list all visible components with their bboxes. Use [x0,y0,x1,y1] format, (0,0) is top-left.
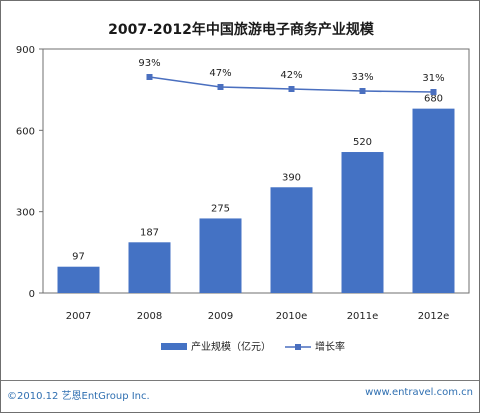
bar-value-label: 97 [72,252,85,263]
growth-value-label: 31% [422,73,444,84]
x-tick-label: 2009 [208,311,233,322]
plot-area [42,48,470,294]
y-tick-label: 0 [29,289,35,300]
legend-line-marker [295,344,301,350]
bar [128,242,171,293]
bar [412,108,455,294]
growth-value-label: 47% [209,68,231,79]
legend-bar-swatch [161,343,187,350]
growth-point [146,74,153,80]
growth-value-label: 33% [351,72,373,83]
footer-divider [1,380,479,381]
bar-value-label: 680 [424,94,443,105]
x-tick-label: 2012e [418,311,450,322]
y-tick-label: 300 [16,208,35,219]
x-tick-label: 2007 [66,311,91,322]
bar-value-label: 275 [211,203,230,214]
growth-value-label: 93% [138,58,160,69]
y-tick-label: 900 [16,45,35,56]
bar [270,187,313,293]
chart: 2007-2012年中国旅游电子商务产业规模 0 300 600 900 2007 200… [16,21,470,353]
legend-bar-label: 产业规模（亿元） [191,340,271,353]
chart-title: 2007-2012年中国旅游电子商务产业规模 [108,21,375,38]
bar [199,218,242,293]
bar [57,266,100,293]
footer-website: www.entravel.com.cn [365,387,473,398]
growth-point [430,89,437,95]
y-tick-label: 600 [16,126,35,137]
growth-point [288,86,295,92]
footer-copyright: ©2010.12 艺恩EntGroup Inc. [7,391,150,402]
legend-line-label: 增长率 [315,340,345,353]
growth-point [359,88,366,94]
x-tick-label: 2010e [276,311,308,322]
growth-point [217,84,224,90]
growth-value-label: 42% [280,70,302,81]
bar-value-label: 520 [353,137,372,148]
x-tick-label: 2008 [137,311,162,322]
bar-value-label: 187 [140,227,159,238]
bar-value-label: 390 [282,172,301,183]
x-tick-label: 2011e [347,311,379,322]
bar [341,152,384,293]
